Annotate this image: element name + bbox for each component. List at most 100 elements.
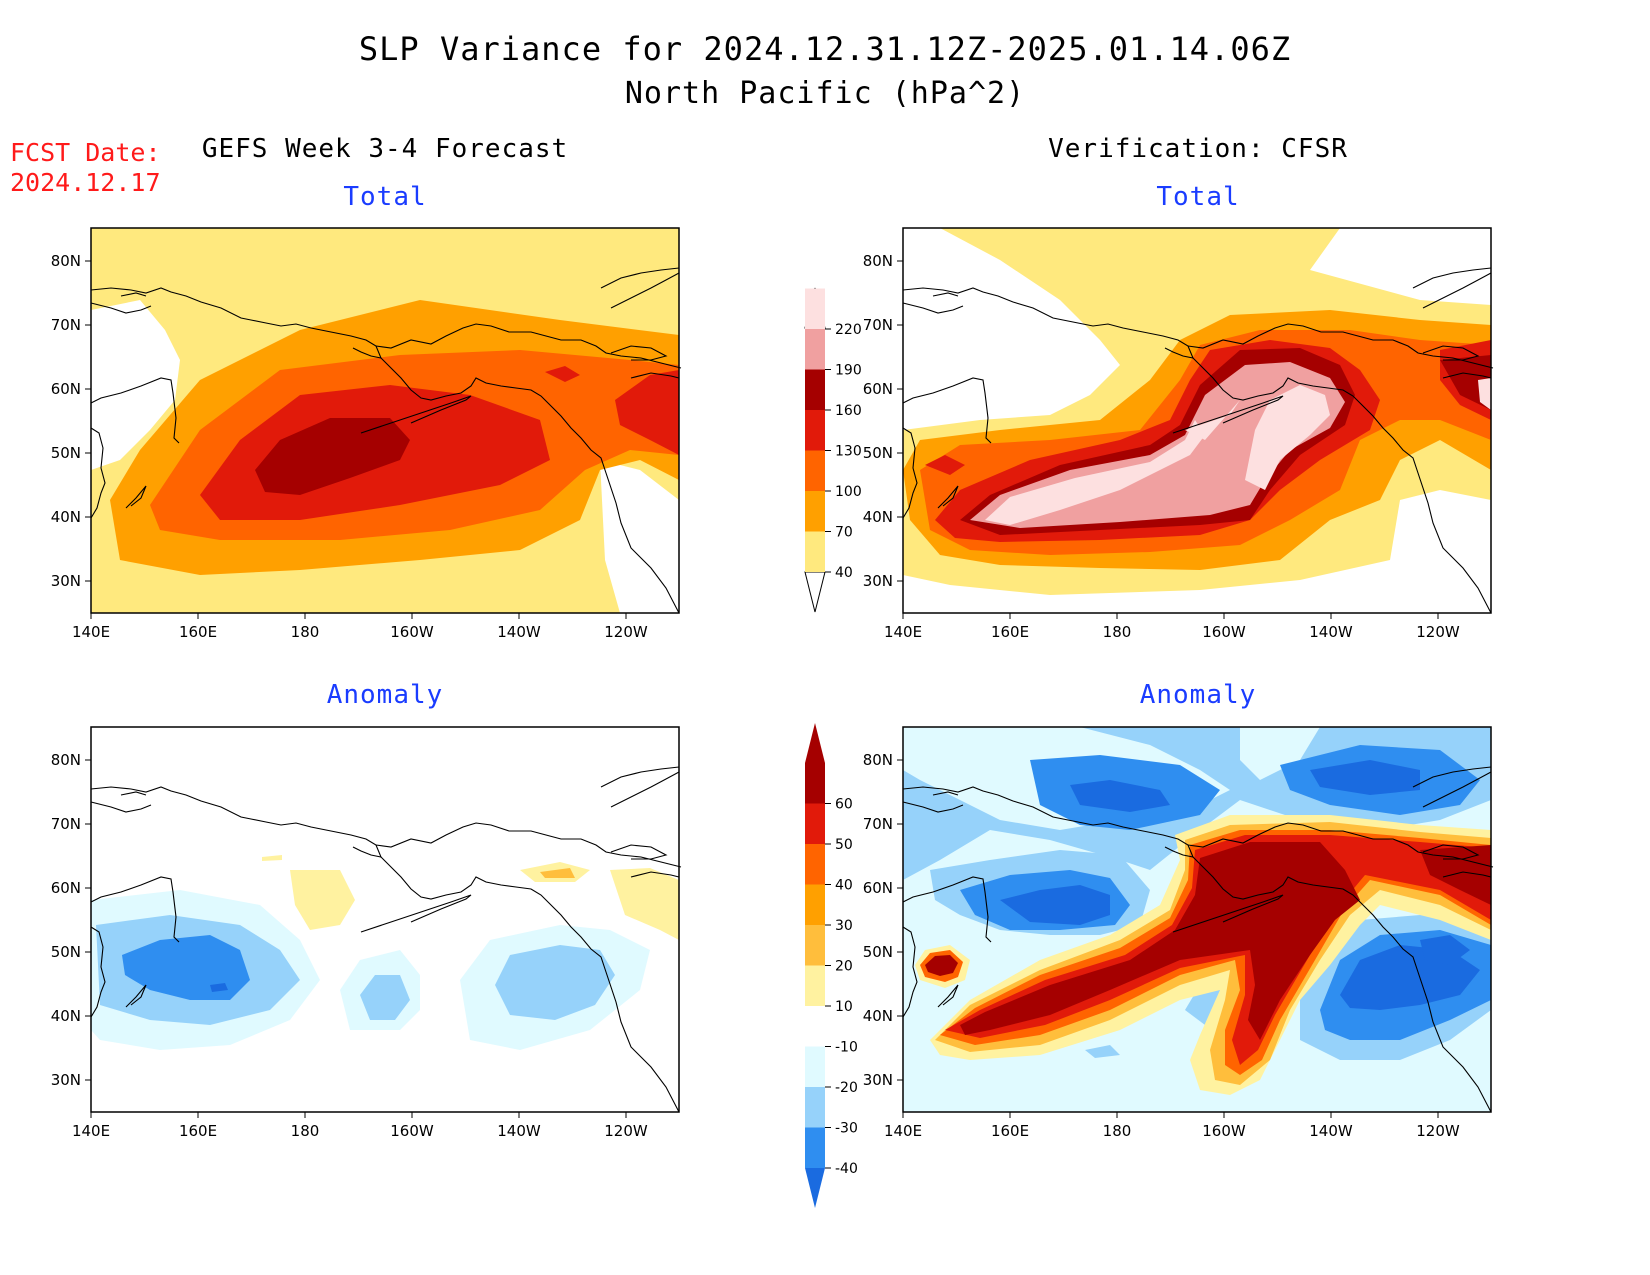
anomaly-colorbar-box-2 (805, 1046, 825, 1087)
lon-label-fcst-total-0: 140E (72, 623, 110, 641)
coastlines (90, 267, 1494, 1113)
lon-label-fcst-total-4: 140W (497, 623, 541, 641)
coastline-verif-total-1 (902, 377, 992, 444)
lat-label-verif-anomaly-2: 50N (863, 943, 893, 961)
coastline-fcst-anomaly-1 (90, 876, 180, 943)
panel-label-fcst-anomaly: Anomaly (326, 680, 444, 710)
anomaly-colorbar-box-0 (805, 1127, 825, 1168)
lat-label-fcst-anomaly-3: 60N (51, 879, 81, 897)
lat-label-fcst-total-5: 80N (51, 252, 81, 270)
figure-title: SLP Variance for 2024.12.31.12Z-2025.01.… (358, 30, 1292, 68)
coastline-verif-total-9 (1422, 345, 1480, 361)
lat-label-fcst-anomaly-1: 40N (51, 1007, 81, 1025)
lon-label-verif-total-0: 140E (884, 623, 922, 641)
lat-label-fcst-total-1: 40N (51, 508, 81, 526)
lon-label-fcst-total-2: 180 (291, 623, 320, 641)
total-colorbar-bottom-arrow (804, 571, 826, 613)
coastline-fcst-anomaly-12 (120, 791, 147, 796)
coastline-fcst-total-11 (90, 302, 152, 314)
total-colorbar-box-4 (805, 369, 825, 410)
lat-label-fcst-total-4: 70N (51, 316, 81, 334)
coastline-fcst-anomaly-9 (610, 844, 668, 860)
coastline-verif-total-11 (902, 302, 964, 314)
coastline-verif-anomaly-12 (932, 791, 959, 796)
coastline-verif-anomaly-10 (1442, 871, 1492, 878)
verif-total-field (903, 228, 1491, 613)
panel-frames: 140E 160E 180 160W 140W 120W 30N 40N 50N 60N 70N 80… (51, 227, 1492, 1140)
coastline-fcst-anomaly-0 (90, 786, 382, 858)
coastline-fcst-anomaly-2 (90, 926, 106, 1018)
anomaly-colorbar-box-1 (805, 1087, 825, 1128)
coastline-fcst-anomaly-7 (610, 771, 680, 808)
coastline-verif-total-12 (932, 292, 959, 297)
lon-label-verif-total-3: 160W (1202, 623, 1246, 641)
frame-fcst-total (90, 227, 680, 614)
coastline-verif-total-8 (1412, 267, 1492, 289)
anomaly-colorbar-label-8: 50 (835, 837, 853, 853)
lon-label-verif-anomaly-5: 120W (1416, 1122, 1460, 1140)
forecast-date-block: FCST Date: 2024.12.17 (10, 138, 161, 198)
coastline-verif-anomaly-2 (902, 926, 918, 1018)
lat-label-verif-anomaly-0: 30N (863, 1071, 893, 1089)
anomaly-colorbar-box-5 (805, 925, 825, 966)
lat-label-fcst-anomaly-5: 80N (51, 751, 81, 769)
coastline-verif-total-6 (1172, 395, 1284, 434)
coastline-fcst-total-12 (120, 292, 147, 297)
coastline-verif-anomaly-4 (1187, 822, 1494, 868)
lat-label-fcst-anomaly-2: 50N (51, 943, 81, 961)
lat-label-verif-anomaly-3: 60N (863, 879, 893, 897)
lon-label-verif-total-5: 120W (1416, 623, 1460, 641)
coastline-fcst-total-1 (90, 377, 180, 444)
lat-label-fcst-total-0: 30N (51, 572, 81, 590)
panel-label-verif-anomaly: Anomaly (1139, 680, 1257, 710)
total-colorbar-box-0 (805, 531, 825, 572)
coastline-verif-anomaly-5 (1192, 856, 1492, 1113)
coastline-fcst-total-10 (630, 372, 680, 379)
coastline-fcst-anomaly-8 (600, 766, 680, 788)
lon-label-verif-anomaly-3: 160W (1202, 1122, 1246, 1140)
coastline-verif-total-0 (902, 287, 1194, 359)
lon-label-verif-anomaly-1: 160E (991, 1122, 1029, 1140)
lat-label-verif-total-5: 80N (863, 252, 893, 270)
total-colorbar-box-5 (805, 329, 825, 370)
panel-label-verif-total: Total (1156, 182, 1240, 212)
coastline-fcst-anomaly-10 (630, 871, 680, 878)
coastline-verif-anomaly-8 (1412, 766, 1492, 788)
coastline-verif-anomaly-3 (937, 984, 959, 1008)
coastline-verif-anomaly-11 (902, 801, 964, 813)
coastline-verif-anomaly-1 (902, 876, 992, 943)
lon-label-fcst-anomaly-4: 140W (497, 1122, 541, 1140)
lon-label-verif-anomaly-2: 180 (1103, 1122, 1132, 1140)
coastline-fcst-total-6 (360, 395, 472, 434)
anomaly-colorbar-label-7: 40 (835, 878, 853, 894)
coastline-verif-anomaly-7 (1422, 771, 1492, 808)
anomaly-colorbar-label-0: -40 (835, 1161, 858, 1177)
coastline-fcst-anomaly-3 (125, 984, 147, 1008)
lat-label-fcst-total-3: 60N (51, 380, 81, 398)
anomaly-colorbar-box-8 (805, 803, 825, 844)
lon-label-verif-total-2: 180 (1103, 623, 1132, 641)
lon-label-verif-anomaly-0: 140E (884, 1122, 922, 1140)
total-colorbar-label-4: 160 (835, 403, 862, 419)
frame-verif-total (902, 227, 1492, 614)
anomaly-colorbar-top-arrow (805, 723, 825, 763)
total-colorbar-box-2 (805, 450, 825, 491)
anomaly-colorbar-box-6 (805, 884, 825, 925)
coastline-verif-total-2 (902, 427, 918, 519)
lat-label-verif-anomaly-4: 70N (863, 815, 893, 833)
coastline-fcst-total-4 (375, 323, 682, 369)
lat-label-verif-total-4: 70N (863, 316, 893, 334)
fcst-total-field (91, 228, 679, 613)
anomaly-colorbar-label-9: 60 (835, 797, 853, 813)
forecast-date-label: FCST Date: (10, 138, 161, 167)
verif-anomaly-field (903, 727, 1491, 1112)
lon-label-fcst-anomaly-2: 180 (291, 1122, 320, 1140)
anomaly-colorbar-label-3: -10 (835, 1040, 858, 1056)
colorbars: 40 70 100 130 160 190 220 -40 -30 -20 -10 10 20 30 40 5… (804, 287, 862, 1208)
lat-label-fcst-anomaly-0: 30N (51, 1071, 81, 1089)
anomaly-colorbar-label-5: 20 (835, 959, 853, 975)
coastline-fcst-total-8 (600, 267, 680, 289)
coastline-fcst-anomaly-4 (375, 822, 682, 868)
left-column-title: GEFS Week 3-4 Forecast (201, 134, 569, 164)
lat-label-verif-total-0: 30N (863, 572, 893, 590)
